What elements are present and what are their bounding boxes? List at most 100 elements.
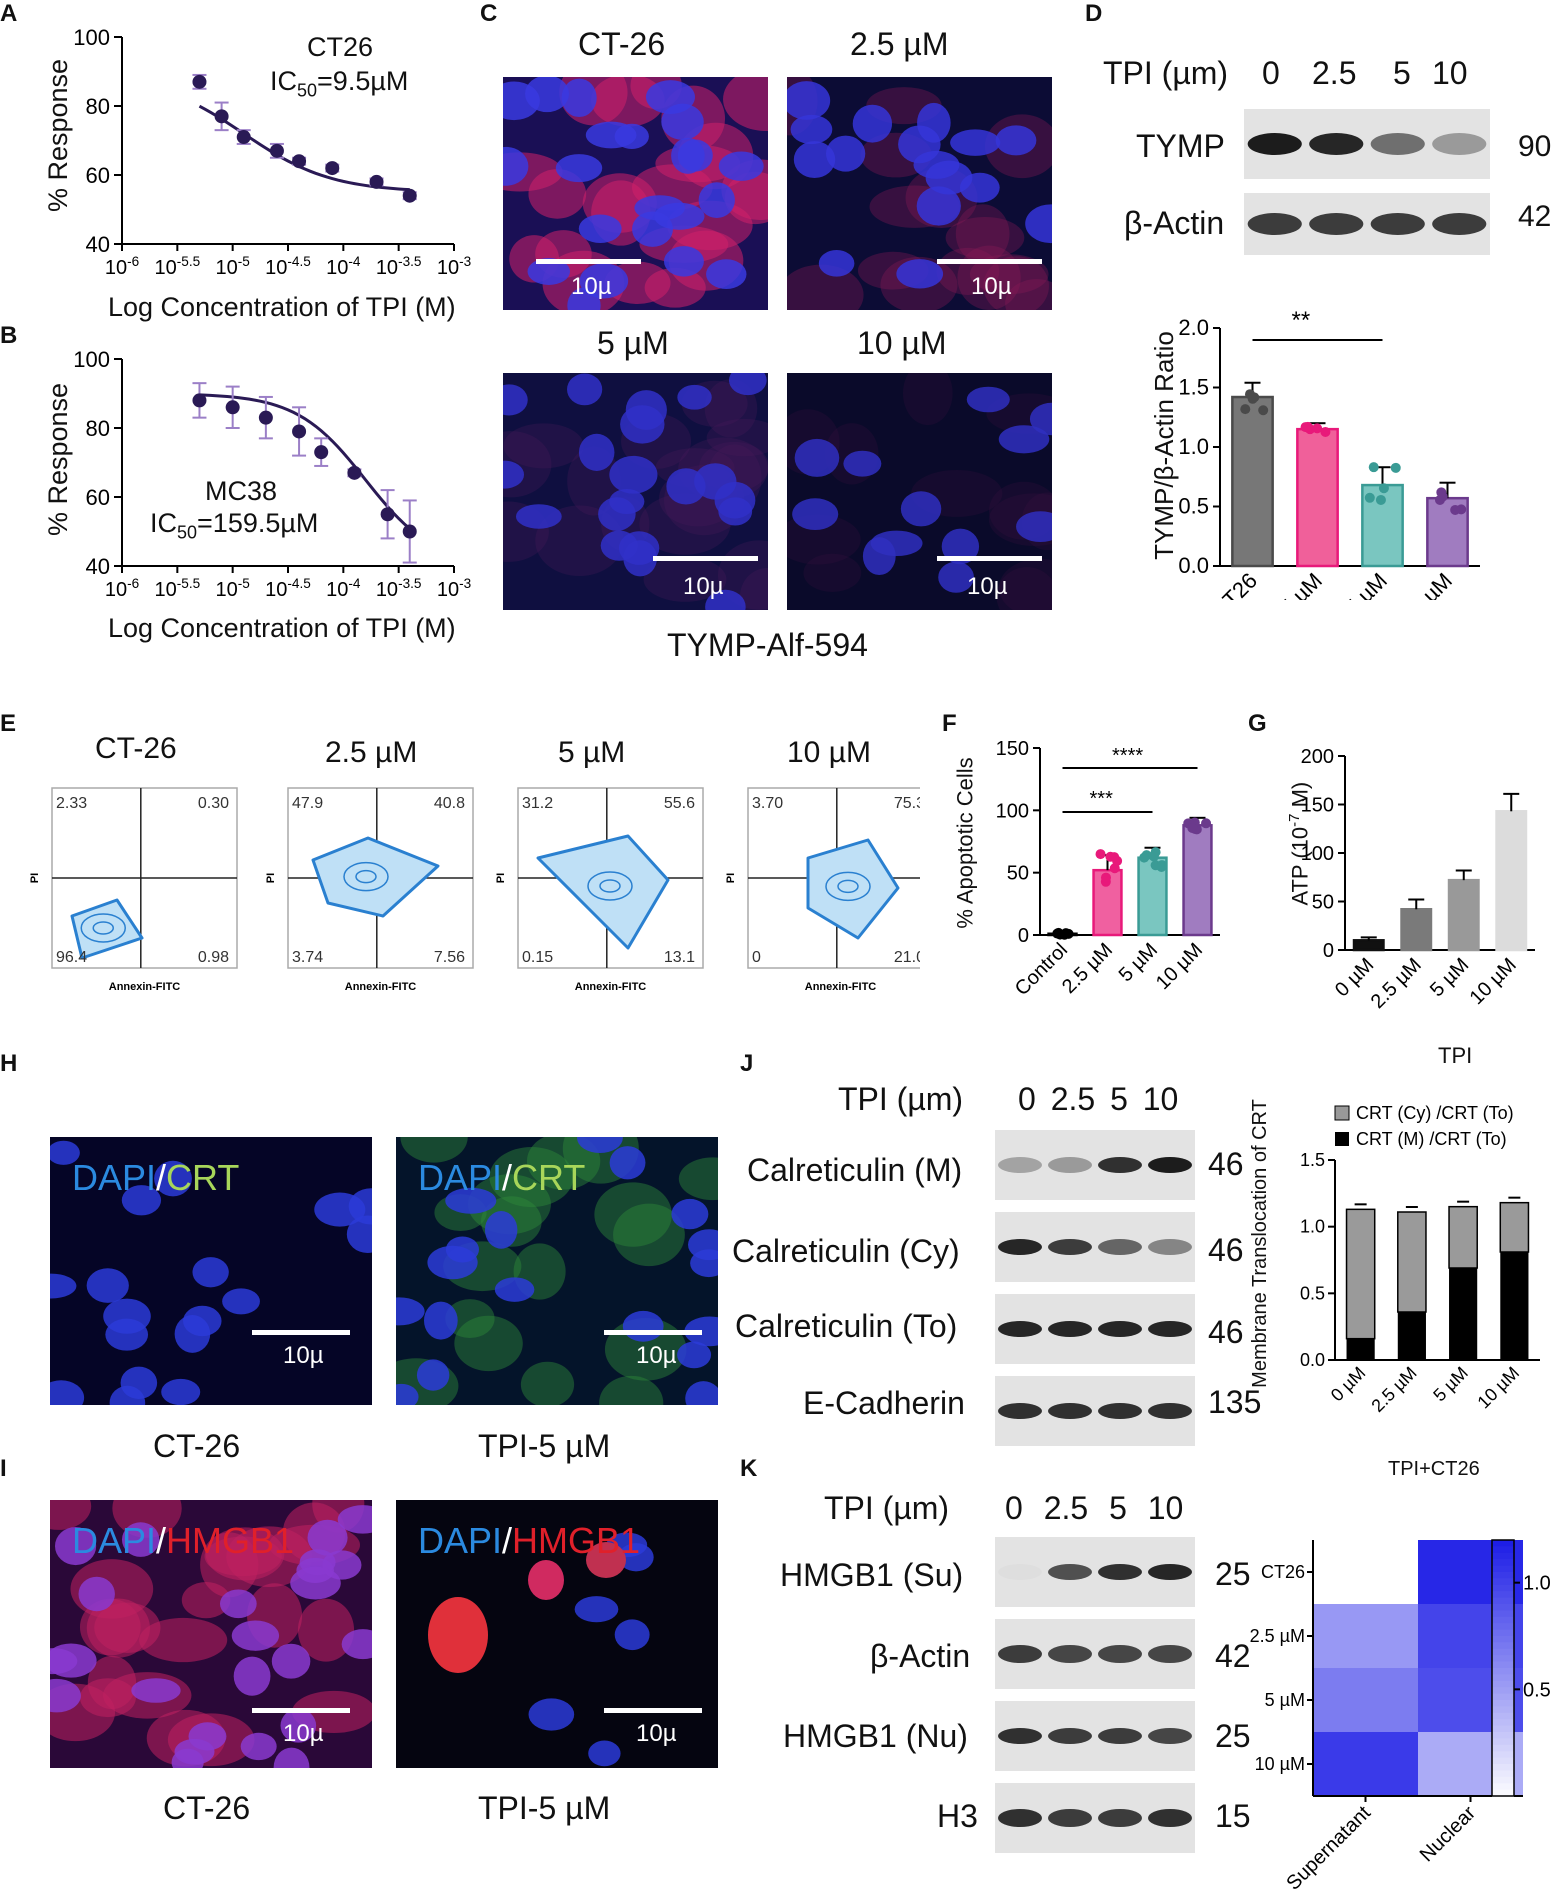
band [1048, 1728, 1092, 1744]
data-point [402, 188, 417, 203]
colorbar-segment [1492, 1597, 1514, 1605]
bar-cytosol [1448, 1205, 1478, 1269]
x-tick-label: 10-3.5 [376, 576, 422, 601]
panel-i-caption-2: TPI-5 µM [478, 1790, 611, 1826]
band [998, 1403, 1042, 1419]
band [1309, 213, 1364, 235]
blot-j-ecad [995, 1376, 1195, 1446]
panel-e-title-3: 5 µM [558, 736, 626, 769]
data-point [1312, 423, 1323, 434]
stain-label: DAPI/CRT [72, 1157, 240, 1198]
cytoplasm [594, 1182, 672, 1247]
stain-label: DAPI/HMGB1 [418, 1520, 641, 1561]
nucleus [916, 186, 961, 226]
colorbar-segment [1492, 1770, 1514, 1778]
x-tick-label: CT26 [1206, 568, 1262, 600]
nucleus [174, 1315, 211, 1353]
y-tick-label: 60 [86, 163, 110, 188]
colorbar-segment [1492, 1572, 1514, 1580]
nucleus [528, 1698, 575, 1731]
panel-d-lane-4: 10 [1432, 55, 1468, 91]
cell-image [50, 1140, 372, 1405]
sig-label: *** [1090, 788, 1114, 810]
x-tick-label: 10-4 [326, 576, 361, 601]
x-tick-label: 10 µM [1466, 954, 1521, 1009]
y-tick-label: 40 [86, 232, 110, 257]
colorbar-segment [1492, 1552, 1514, 1561]
colorbar-segment [1492, 1540, 1514, 1548]
y-tick-label: 50 [1312, 892, 1334, 914]
cytoplasm [998, 558, 1052, 610]
band [998, 1564, 1042, 1580]
y-tick-label: 100 [1301, 843, 1334, 865]
blot-d-mw-actin: 42 [1518, 200, 1552, 233]
blot-k-mw-3: 25 [1215, 1718, 1251, 1754]
band [1148, 1809, 1192, 1827]
hmgb1-cell [528, 1560, 564, 1600]
data-point [1100, 872, 1111, 883]
nucleus [705, 589, 746, 610]
quadrant-ur: 0.30 [198, 795, 229, 812]
colorbar-segment [1492, 1725, 1514, 1733]
scale-bar [252, 1708, 350, 1713]
colorbar-segment [1492, 1629, 1514, 1637]
nucleus [567, 373, 603, 406]
data-point [225, 400, 240, 415]
panel-k-lane-2: 2.5 [1043, 1490, 1089, 1526]
panel-label-c: C [480, 0, 498, 27]
blot-d-mw-tymp: 90 [1518, 130, 1552, 163]
scale-bar-label: 10µ [571, 273, 612, 300]
x-tick-label: 10 µM [1396, 568, 1457, 600]
band [998, 1809, 1042, 1827]
micrograph-tpi5-hmgb1: DAPI/HMGB1 10µ [396, 1500, 718, 1768]
scale-bar-label: 10µ [971, 273, 1012, 300]
nucleus [654, 202, 705, 230]
cytoplasm [204, 1536, 282, 1577]
nucleus [240, 1732, 277, 1761]
nucleus [790, 114, 833, 145]
blot-k-hmgb1-su [995, 1537, 1195, 1607]
data-point [1148, 851, 1159, 862]
x-tick-label: 2.5 µM [1261, 568, 1327, 600]
nucleus [337, 1505, 372, 1534]
panel-label-a: A [0, 0, 18, 27]
band [1048, 1564, 1092, 1580]
nucleus [154, 1160, 192, 1197]
band [1048, 1809, 1092, 1827]
bar [1400, 908, 1433, 952]
nucleus [792, 498, 839, 531]
data-point [1240, 404, 1251, 415]
nucleus [900, 491, 942, 527]
panel-c-title-2: 2.5 µM [850, 26, 949, 62]
blot-image [998, 1728, 1192, 1744]
scale-bar-label: 10µ [967, 573, 1008, 600]
x-tick-label: 10-6 [105, 576, 139, 601]
colorbar-frame [1491, 1539, 1515, 1797]
nucleus [427, 1245, 478, 1280]
blot-j-crt-m [995, 1130, 1195, 1200]
heatmap-k: CT26 2.5 µM 5 µM 10 µM Supernatant Nuclear 1.0… [1250, 1539, 1551, 1895]
colorbar-segment [1492, 1764, 1514, 1772]
scale-bar [937, 556, 1042, 561]
blot-k-hmgb1-nu [995, 1701, 1195, 1771]
bar-membrane [1397, 1312, 1426, 1360]
panel-j-lanes: 0 2.5 5 10 [1018, 1081, 1178, 1118]
nucleus [706, 259, 747, 289]
blot-k-h3 [995, 1783, 1195, 1853]
band [998, 1239, 1042, 1255]
flow-plots: 2.33 0.30 96.4 0.98 Annexin-FITC PI 47.9 40.8 3.… [29, 787, 920, 993]
cytoplasm [969, 254, 1049, 295]
blot-d-label-actin: β-Actin [1124, 205, 1225, 241]
x-tick-label: 2.5 µM [1058, 939, 1117, 998]
flow-yaxis: PI [495, 873, 507, 883]
data-point [214, 109, 229, 124]
nucleus [677, 1341, 712, 1369]
nucleus [525, 77, 570, 113]
cytoplasm [400, 1137, 468, 1163]
blot-j-label-3: Calreticulin (To) [735, 1308, 958, 1344]
blot-k-label-2: β-Actin [870, 1638, 971, 1674]
nucleus [718, 151, 764, 181]
x-tick-label: 10-3 [437, 254, 471, 279]
band [1048, 1321, 1092, 1337]
nucleus [896, 259, 944, 289]
